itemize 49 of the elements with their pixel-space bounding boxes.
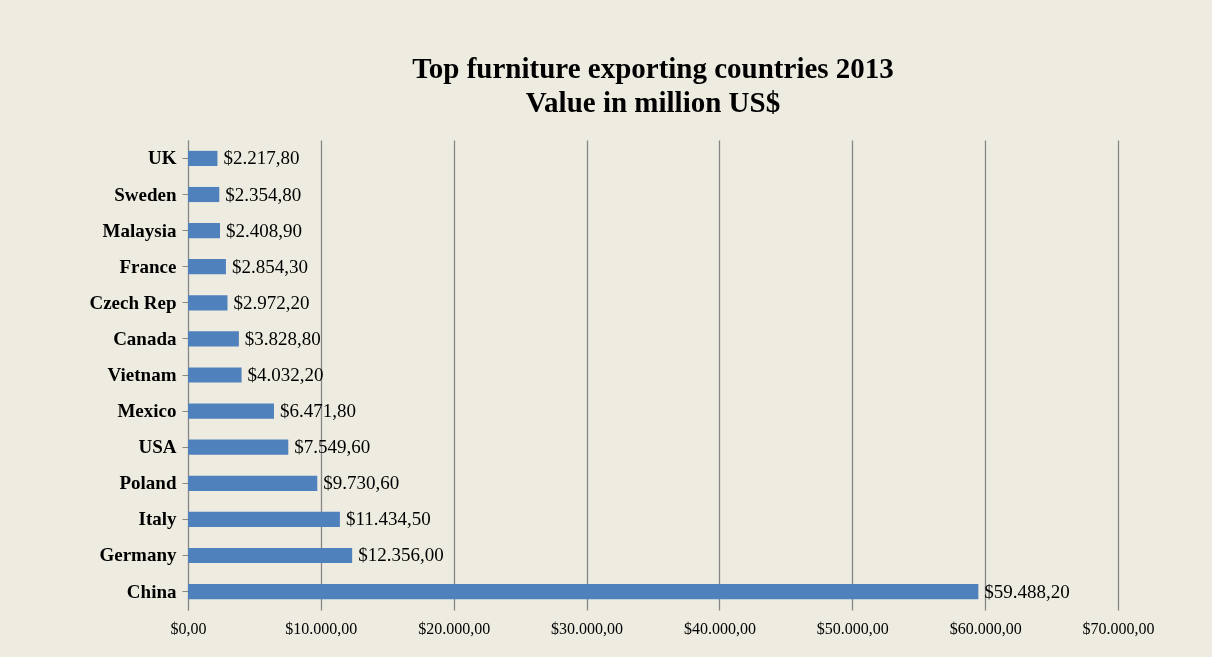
y-tick-label: Sweden	[114, 183, 177, 205]
text: Top furniture exporting countries 2013	[412, 52, 894, 84]
text: Value in million US$	[525, 86, 781, 118]
y-tick-label: Canada	[113, 327, 177, 349]
data-label: $12.356,00	[358, 544, 444, 566]
bar	[188, 223, 220, 239]
x-tick-label: $30.000,00	[551, 619, 624, 637]
data-label: $11.434,50	[345, 508, 431, 530]
y-tick-label: China	[126, 580, 177, 602]
x-tick-label: $40.000,00	[683, 619, 756, 637]
bar	[188, 475, 318, 491]
data-label: $9.730,60	[323, 472, 400, 494]
y-tick-label: USA	[138, 436, 177, 458]
x-tick-label: $50.000,00	[816, 619, 889, 637]
bar	[188, 367, 242, 383]
x-tick-label: $70.000,00	[1082, 619, 1155, 637]
bar	[188, 295, 228, 311]
y-tick-label: Vietnam	[107, 364, 177, 385]
y-tick-label: Czech Rep	[89, 291, 177, 313]
data-label: $2.854,30	[231, 255, 308, 277]
data-label: $2.354,80	[225, 183, 302, 205]
data-label: $59.488,20	[984, 580, 1070, 602]
data-label: $2.972,20	[233, 291, 310, 313]
data-label: $2.217,80	[223, 147, 300, 169]
bar	[188, 259, 226, 275]
data-label: $2.408,90	[226, 219, 302, 241]
bar	[188, 511, 340, 527]
y-tick-label: Malaysia	[102, 219, 177, 241]
bar	[188, 403, 274, 419]
x-tick-label: $10.000,00	[285, 619, 358, 637]
y-tick-label: UK	[148, 147, 177, 169]
x-tick-label: $20.000,00	[418, 619, 491, 637]
x-tick-label: $60.000,00	[949, 619, 1022, 637]
data-label: $6.471,80	[279, 400, 356, 422]
y-tick-label: France	[119, 255, 177, 277]
bar	[188, 584, 979, 600]
y-tick-label: Mexico	[117, 400, 177, 422]
bar	[188, 439, 289, 455]
data-label: $7.549,60	[294, 436, 371, 458]
data-label: $4.032,20	[247, 364, 324, 385]
y-tick-label: Germany	[99, 544, 177, 566]
bar	[188, 547, 353, 564]
data-label: $3.828,80	[244, 327, 321, 349]
bar	[188, 186, 220, 203]
y-tick-label: Italy	[138, 508, 177, 530]
x-tick-label: $0,00	[170, 619, 207, 637]
bar	[188, 331, 239, 347]
y-tick-label: Poland	[119, 472, 177, 494]
bar	[188, 150, 218, 166]
